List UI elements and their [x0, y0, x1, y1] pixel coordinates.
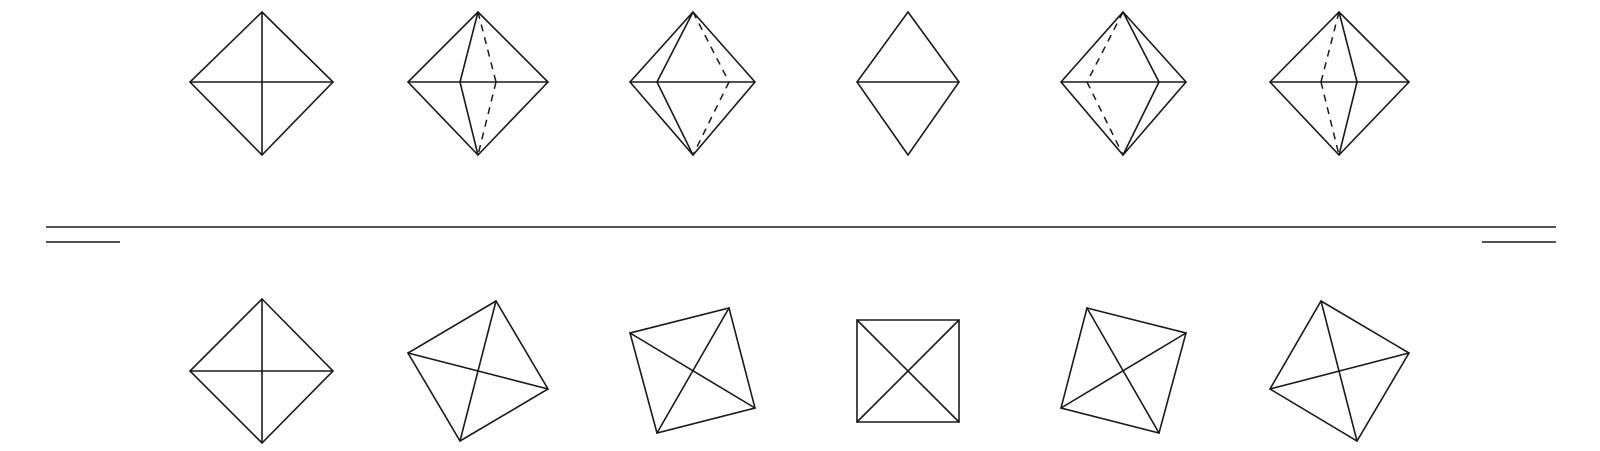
ground-line-separator — [46, 226, 1556, 243]
side-view-4 — [856, 10, 960, 157]
side-view-5 — [1059, 10, 1188, 157]
top-view-3 — [629, 307, 756, 434]
side-view-3 — [628, 10, 757, 157]
top-row — [188, 10, 1411, 157]
top-view-4 — [856, 319, 960, 423]
top-view-1 — [188, 297, 335, 445]
side-view-2 — [406, 10, 550, 157]
side-view-6 — [1268, 10, 1411, 157]
bottom-row — [188, 297, 1411, 445]
top-view-5 — [1060, 307, 1187, 434]
side-view-1 — [188, 10, 335, 157]
top-view-2 — [406, 299, 550, 443]
top-view-6 — [1268, 299, 1411, 443]
